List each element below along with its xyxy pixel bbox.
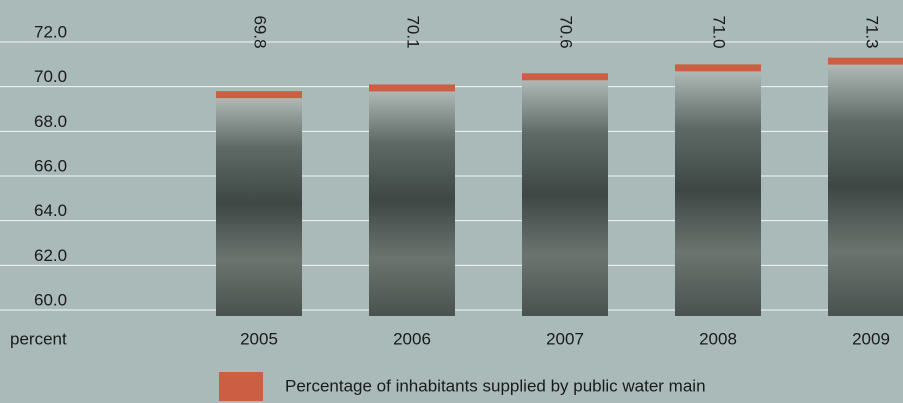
y-tick-label: 66.0 (34, 156, 67, 175)
y-tick-label: 70.0 (34, 67, 67, 86)
y-tick-label: 62.0 (34, 246, 67, 265)
bar (522, 73, 608, 317)
legend-swatch (219, 372, 263, 401)
y-tick-label: 68.0 (34, 112, 67, 131)
bar-cap (522, 73, 608, 81)
bars (216, 57, 903, 317)
bar-cap (216, 91, 302, 99)
bar (675, 64, 761, 316)
bar (369, 84, 455, 316)
bar-cap (369, 84, 455, 92)
y-tick-label: 60.0 (34, 290, 67, 309)
x-tick-label: 2009 (852, 329, 890, 348)
y-tick-label: 72.0 (34, 22, 67, 41)
value-label: 71.0 (710, 15, 729, 48)
x-tick-label: 2008 (699, 329, 737, 348)
legend-label: Percentage of inhabitants supplied by pu… (285, 376, 706, 395)
bar (828, 57, 903, 317)
value-label: 70.6 (557, 15, 576, 48)
x-tick-label: 2006 (393, 329, 431, 348)
x-tick-label: 2005 (240, 329, 278, 348)
value-label: 69.8 (251, 15, 270, 48)
x-tick-label: 2007 (546, 329, 584, 348)
value-label: 71.3 (863, 15, 882, 48)
value-label: 70.1 (404, 15, 423, 48)
bar-cap (828, 57, 903, 65)
y-tick-label: 64.0 (34, 201, 67, 220)
bar-cap (675, 64, 761, 72)
y-axis-label: percent (10, 329, 67, 348)
bar (216, 91, 302, 316)
